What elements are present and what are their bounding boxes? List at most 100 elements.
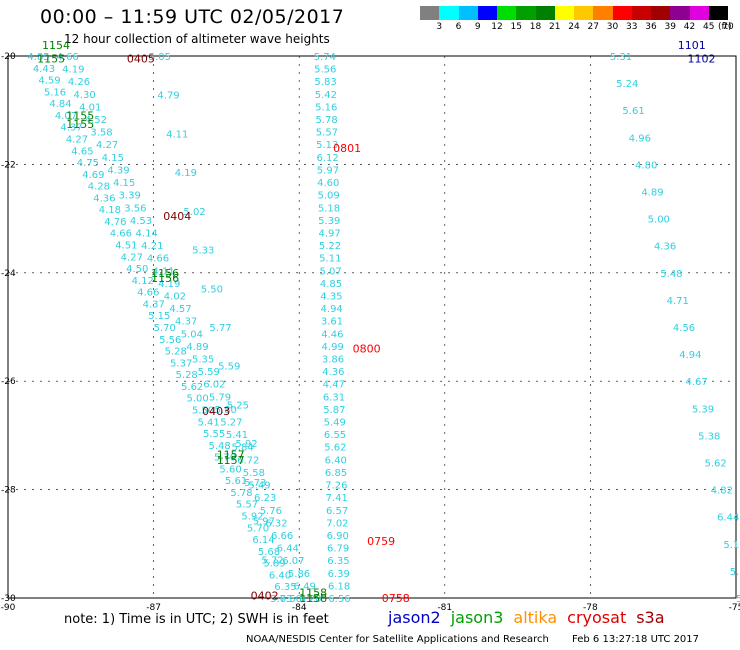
wave-height-label: 4.71 (667, 296, 689, 307)
legend-swatch (670, 6, 690, 20)
satellite-legend: jason2 jason3 altika cryosat s3a (388, 608, 675, 627)
wave-height-label: 4.56 (673, 323, 695, 334)
wave-height-label: 4.27 (96, 140, 118, 151)
wave-height-label: 4.96 (629, 133, 651, 144)
wave-height-label: 4.89 (186, 342, 208, 353)
legend-label: 30 (606, 22, 619, 32)
x-tick-label: -90 (1, 603, 16, 610)
legend-label: 12 (491, 22, 503, 32)
legend-swatch (689, 6, 709, 20)
legend-swatch (497, 6, 517, 20)
wave-height-label: 4.11 (166, 129, 188, 140)
legend-label: 3 (436, 22, 443, 32)
wave-height-label: 5.78 (315, 115, 337, 126)
pass-time-label: 1158 (299, 587, 327, 600)
wave-height-label: 6.44 (717, 513, 739, 524)
wave-height-label: 4.80 (635, 160, 657, 171)
legend-swatch (593, 6, 613, 20)
pass-time-label: 1155 (66, 110, 94, 123)
wave-height-label: 5.68 (258, 547, 280, 558)
wave-height-label: 5.41 (197, 417, 219, 428)
wave-height-label: 5.07 (320, 266, 342, 277)
legend-label: 70 (722, 22, 734, 32)
wave-height-label: 4.19 (158, 279, 180, 290)
wave-height-label: 5.00 (648, 215, 670, 226)
pass-time-label: 0759 (367, 535, 395, 548)
wave-height-label: 4.18 (99, 205, 121, 216)
pass-time-label: 0758 (382, 592, 410, 605)
wave-height-label: 5.15 (148, 311, 170, 322)
wave-height-label: 6.49 (294, 581, 316, 592)
wave-height-label: 6.55 (324, 430, 346, 441)
wave-height-label: 4.85 (320, 279, 342, 290)
wave-height-label: 5.59 (198, 367, 220, 378)
wave-height-label: 6.50 (280, 594, 302, 605)
wave-height-label: 5.70 (247, 523, 269, 534)
chart-title: 00:00 – 11:59 UTC 02/05/2017 (40, 6, 345, 28)
legend-label: 45 (703, 22, 715, 32)
wave-height-label: 7.02 (326, 518, 348, 529)
chart-subtitle: 12 hour collection of altimeter wave hei… (64, 32, 330, 46)
wave-height-label: 5.49 (736, 594, 740, 605)
wave-height-label: 4.15 (113, 178, 135, 189)
x-tick-label: -84 (292, 603, 307, 610)
wave-height-label: 6.32 (265, 518, 287, 529)
y-tick-label: -28 (1, 486, 16, 496)
wave-height-label: 5.56 (159, 335, 181, 346)
wave-height-label: 5.50 (201, 284, 223, 295)
wave-height-label: 5.35 (192, 355, 214, 366)
wave-height-label: 5.57 (236, 500, 258, 511)
legend-swatch (651, 6, 671, 20)
legend-label: 39 (664, 22, 676, 32)
legend-label: 6 (455, 22, 462, 32)
wave-height-label: 4.69 (82, 170, 104, 181)
wave-height-label: 4.50 (126, 264, 148, 275)
wave-height-plot: -90 -87 -84 -81 -78 -75 -20 -22 -24 -26 -28 -30 4.85… (1, 39, 740, 610)
wave-height-label: 3.58 (90, 128, 112, 139)
legend-label: 15 (510, 22, 522, 32)
pass-time-label: 1157 (217, 454, 245, 467)
wave-height-label: 5.39 (318, 216, 340, 227)
wave-height-label: 4.07 (55, 111, 77, 122)
wave-height-label: 4.39 (107, 165, 129, 176)
pass-time-label: 1156 (151, 272, 179, 285)
footer-note: note: 1) Time is in UTC; 2) SWH is in fe… (64, 612, 329, 627)
wave-height-label: 6.66 (271, 531, 293, 542)
wave-height-label: 5.62 (324, 443, 346, 454)
wave-height-label: 5.72 (261, 555, 283, 566)
wave-height-label: 5.48 (660, 269, 682, 280)
wave-height-label: 4.85 (27, 52, 49, 63)
wave-height-label: 5.50 (192, 405, 214, 416)
wave-height-label: 4.37 (175, 317, 197, 328)
wave-height-label: 6.40 (325, 455, 347, 466)
wave-height-label: 5.41 (226, 430, 248, 441)
wave-height-label: 4.66 (137, 288, 159, 299)
x-tick-label: -75 (729, 603, 740, 610)
wave-height-label: 5.25 (730, 567, 740, 578)
wave-height-label: 4.46 (321, 329, 343, 340)
wave-height-label: 4.36 (93, 193, 115, 204)
legend-swatch (458, 6, 478, 20)
wave-height-label: 5.25 (227, 400, 249, 411)
wave-height-label: 6.14 (252, 535, 274, 546)
legend-swatch (554, 6, 574, 20)
wave-height-label: 5.61 (225, 476, 247, 487)
pass-time-label: 1158 (299, 592, 327, 605)
wave-height-label: 5.00 (187, 394, 209, 405)
legend-label: 24 (568, 22, 580, 32)
wave-height-label: 6.07 (282, 556, 304, 567)
wave-height-label: 6.02 (203, 380, 225, 391)
wave-height-label: 4.37 (60, 123, 82, 134)
wave-height-label: 4.52 (85, 115, 107, 126)
wave-height-label: 4.59 (38, 76, 60, 87)
wave-height-label: 5.16 (44, 87, 66, 98)
wave-height-label: 6.56 (328, 594, 350, 605)
wave-height-label: 4.27 (66, 134, 88, 145)
wave-height-label: 6.44 (277, 544, 299, 555)
wave-height-label: 4.26 (68, 77, 90, 88)
pass-time-label: 1155 (37, 53, 65, 66)
wave-height-label: 5.97 (317, 165, 339, 176)
wave-height-label: 6.90 (327, 531, 349, 542)
wave-height-label: 4.57 (169, 304, 191, 315)
y-tick-label: -20 (1, 52, 16, 62)
